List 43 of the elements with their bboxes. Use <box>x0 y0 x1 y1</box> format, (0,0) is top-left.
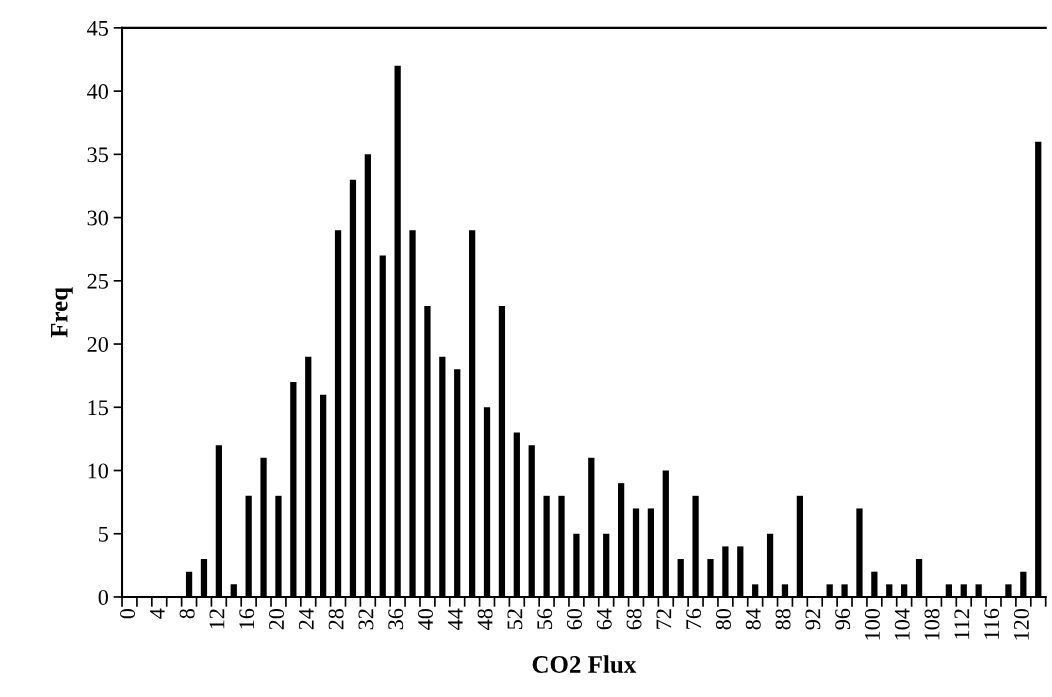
x-tick-label: 8 <box>179 608 195 619</box>
x-tick-label: 28 <box>328 608 344 630</box>
y-tick-label: 5 <box>99 526 108 542</box>
x-tick-label: 48 <box>477 608 493 630</box>
y-tick-label: 25 <box>87 273 108 289</box>
x-tick-label: 96 <box>835 608 851 630</box>
x-tick-label: 12 <box>209 609 225 629</box>
x-axis-title: CO2 Flux <box>532 655 637 673</box>
x-tick-label: 112 <box>954 609 970 639</box>
x-tick-label: 120 <box>1013 608 1029 640</box>
x-tick-label: 116 <box>984 608 1000 639</box>
x-tick-label: 0 <box>120 608 136 619</box>
x-tick-label: 20 <box>269 608 285 630</box>
x-tick-label: 104 <box>894 608 910 640</box>
x-tick-label: 72 <box>656 609 672 629</box>
x-tick-label: 32 <box>358 609 374 630</box>
x-tick-label: 56 <box>537 608 553 630</box>
x-tick-label: 76 <box>686 608 702 629</box>
x-tick-label: 64 <box>596 608 612 630</box>
y-axis-title: Freq <box>51 287 73 338</box>
x-tick-label: 16 <box>239 608 255 629</box>
y-tick-label: 45 <box>87 20 108 36</box>
y-tick-label: 35 <box>87 147 108 163</box>
x-tick-label: 36 <box>388 608 404 630</box>
y-tick-label: 0 <box>98 589 108 605</box>
x-tick-label: 60 <box>566 608 582 630</box>
x-tick-label: 92 <box>805 609 821 630</box>
x-tick-label: 100 <box>864 608 880 640</box>
y-tick-label: 30 <box>87 210 108 226</box>
x-tick-label: 68 <box>626 608 642 630</box>
x-tick-label: 84 <box>745 608 761 630</box>
y-tick-label: 40 <box>87 84 108 100</box>
x-tick-label: 108 <box>924 608 940 640</box>
x-tick-label: 88 <box>775 608 791 630</box>
y-tick-label: 20 <box>87 336 108 352</box>
x-tick-label: 24 <box>298 608 314 630</box>
y-tick-label: 15 <box>88 400 108 416</box>
y-tick-label: 10 <box>88 463 108 479</box>
x-tick-label: 52 <box>507 609 523 630</box>
x-tick-label: 4 <box>149 608 165 619</box>
x-tick-label: 80 <box>715 608 731 630</box>
x-tick-label: 44 <box>447 608 463 630</box>
x-tick-label: 40 <box>418 608 433 630</box>
